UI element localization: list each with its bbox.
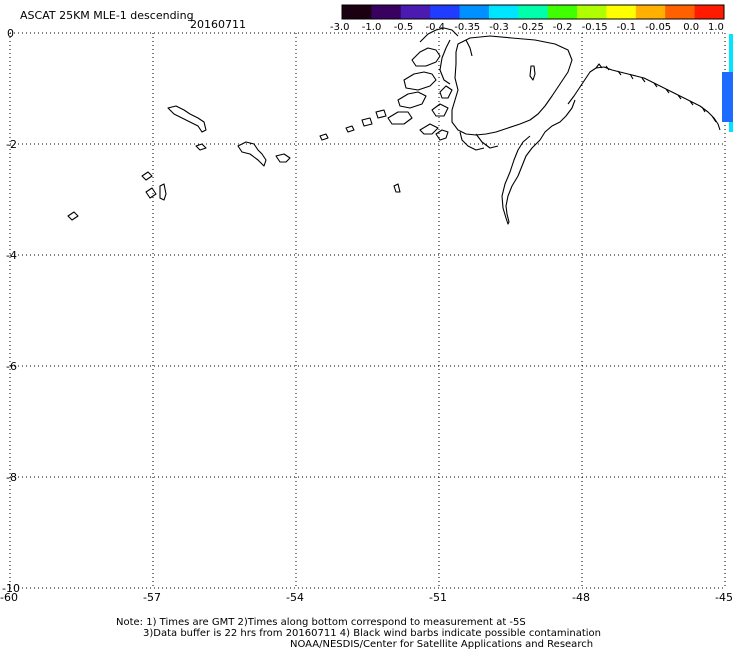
coastline-lake xyxy=(529,65,536,81)
island xyxy=(319,133,329,141)
note-line-3: NOAA/NESDIS/Center for Satellite Applica… xyxy=(290,639,594,650)
colorbar-segment xyxy=(430,5,461,19)
x-tick-label: -54 xyxy=(286,591,304,604)
island xyxy=(393,183,401,193)
island-west xyxy=(145,187,157,199)
coastline-marajo xyxy=(451,35,573,136)
colorbar-tick-label: -0.1 xyxy=(616,22,637,33)
y-tick-label: 0 xyxy=(7,27,14,40)
colorbar xyxy=(341,4,725,20)
x-tick-label: -51 xyxy=(429,591,447,604)
island-west xyxy=(275,153,291,163)
colorbar-tick-label: -0.3 xyxy=(489,22,509,33)
colorbar-segment xyxy=(488,5,519,19)
colorbar-segment xyxy=(665,5,696,19)
map-title: ASCAT 25KM MLE-1 descending xyxy=(20,9,194,22)
colorbar-tick-label: -0.25 xyxy=(518,22,544,33)
colorbar-segment xyxy=(518,5,549,19)
colorbar-segment xyxy=(635,5,666,19)
x-tick-label: -57 xyxy=(143,591,161,604)
island xyxy=(375,109,387,119)
colorbar-segment xyxy=(459,5,490,19)
colorbar-tick-label: 0.0 xyxy=(683,22,700,33)
colorbar-tick-label: -0.5 xyxy=(393,22,414,33)
island xyxy=(361,117,373,127)
x-tick-label: -48 xyxy=(572,591,590,604)
colorbar-segment xyxy=(606,5,637,19)
colorbar-segment xyxy=(547,5,578,19)
colorbar-segment xyxy=(342,5,372,19)
colorbar-tick-label: -0.2 xyxy=(552,22,573,33)
island-west xyxy=(141,171,153,181)
colorbar-tick-label: -0.15 xyxy=(581,22,608,33)
map-grid xyxy=(9,32,726,589)
note-line-2: 3)Data buffer is 22 hrs from 20160711 4)… xyxy=(143,628,601,639)
island xyxy=(435,129,449,141)
coastline-amazon-islands xyxy=(387,27,459,135)
y-tick-label: -4 xyxy=(6,249,17,262)
island-west xyxy=(195,143,207,151)
colorbar-tick-label: -0.4 xyxy=(425,22,446,33)
colorbar-segment xyxy=(694,5,725,19)
colorbar-segment xyxy=(400,5,431,19)
colorbar-segment xyxy=(371,5,402,19)
colorbar-border xyxy=(341,4,725,20)
island-west xyxy=(237,141,267,167)
island xyxy=(345,125,355,133)
colorbar-tick-label: -0.05 xyxy=(645,22,672,33)
coastline-amazon-mouth-north xyxy=(439,39,499,151)
x-tick-label: -60 xyxy=(0,591,18,604)
y-tick-label: -10 xyxy=(2,582,20,595)
island-west xyxy=(159,183,167,201)
x-tick-label: -45 xyxy=(715,591,733,604)
map-date: 20160711 xyxy=(190,18,246,31)
y-tick-label: -2 xyxy=(6,138,17,151)
island-west xyxy=(67,211,79,221)
swath-cell xyxy=(729,34,733,72)
coastlines xyxy=(67,27,721,225)
colorbar-tick-label: -1.0 xyxy=(361,22,382,33)
coastline-para-east xyxy=(567,63,721,131)
colorbar-segment xyxy=(577,5,607,19)
colorbar-tick-label: -0.35 xyxy=(454,22,481,33)
coastline-tocantins xyxy=(501,99,576,225)
swath-cell xyxy=(729,122,733,132)
note-line-1: Note: 1) Times are GMT 2)Times along bot… xyxy=(116,617,526,628)
scatterometer-swath xyxy=(722,34,733,132)
colorbar-tick-label: 1.0 xyxy=(708,22,724,33)
y-tick-label: -8 xyxy=(6,471,17,484)
swath-cell xyxy=(722,72,733,122)
y-tick-label: -6 xyxy=(6,360,17,373)
colorbar-tick-label: -3.0 xyxy=(330,22,350,33)
island-west xyxy=(167,105,207,133)
